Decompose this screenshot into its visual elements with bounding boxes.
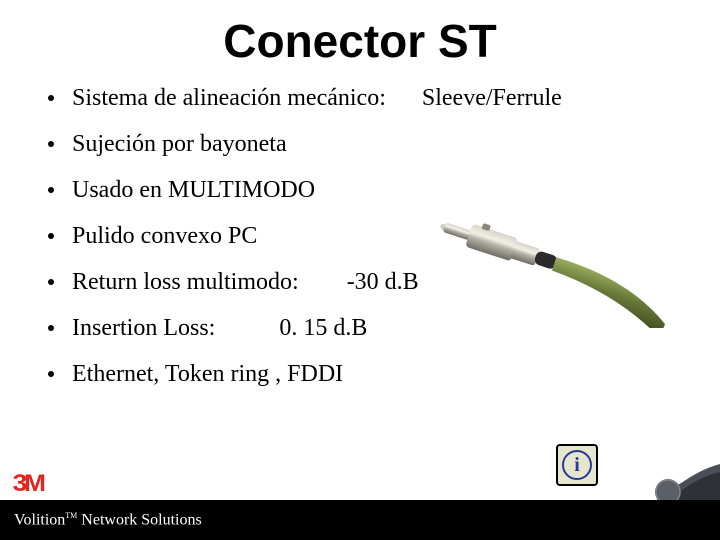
footer-tm: TM: [65, 511, 77, 520]
footer-brand: Volition: [14, 511, 65, 528]
bullet-item: Sistema de alineación mecánico: Sleeve/Fe…: [48, 86, 720, 110]
bullet-dot-icon: [48, 187, 54, 193]
bullet-text: Ethernet, Token ring , FDDI: [72, 362, 343, 386]
bullet-text: Insertion Loss:: [72, 316, 215, 340]
bullet-text: Pulido convexo PC: [72, 224, 257, 248]
bullet-dot-icon: [48, 325, 54, 331]
bullet-dot-icon: [48, 371, 54, 377]
bullet-value: 0. 15 d.B: [279, 316, 367, 340]
footer-rest: Network Solutions: [77, 511, 201, 528]
bullet-dot-icon: [48, 233, 54, 239]
bullet-list: Sistema de alineación mecánico: Sleeve/Fe…: [0, 86, 720, 386]
slide: Conector ST Sistema de alineación mecáni…: [0, 0, 720, 540]
bullet-dot-icon: [48, 95, 54, 101]
bullet-item: Return loss multimodo: -30 d.B: [48, 270, 720, 294]
bullet-text: Return loss multimodo:: [72, 270, 299, 294]
bullet-text: Sujeción por bayoneta: [72, 132, 287, 156]
bullet-text: Sistema de alineación mecánico:: [72, 86, 386, 110]
footer-bar: VolitionTM Network Solutions: [0, 500, 720, 540]
bullet-item: Ethernet, Token ring , FDDI: [48, 362, 720, 386]
bullet-dot-icon: [48, 141, 54, 147]
logo-3m: 3M: [13, 470, 43, 498]
footer-text: VolitionTM Network Solutions: [14, 511, 202, 529]
slide-title: Conector ST: [0, 0, 720, 68]
bullet-item: Pulido convexo PC: [48, 224, 720, 248]
bullet-item: Insertion Loss: 0. 15 d.B: [48, 316, 720, 340]
bullet-value: -30 d.B: [347, 270, 419, 294]
bullet-text: Usado en MULTIMODO: [72, 178, 315, 202]
bullet-item: Sujeción por bayoneta: [48, 132, 720, 156]
bullet-value: Sleeve/Ferrule: [422, 86, 562, 110]
bullet-dot-icon: [48, 279, 54, 285]
bullet-item: Usado en MULTIMODO: [48, 178, 720, 202]
